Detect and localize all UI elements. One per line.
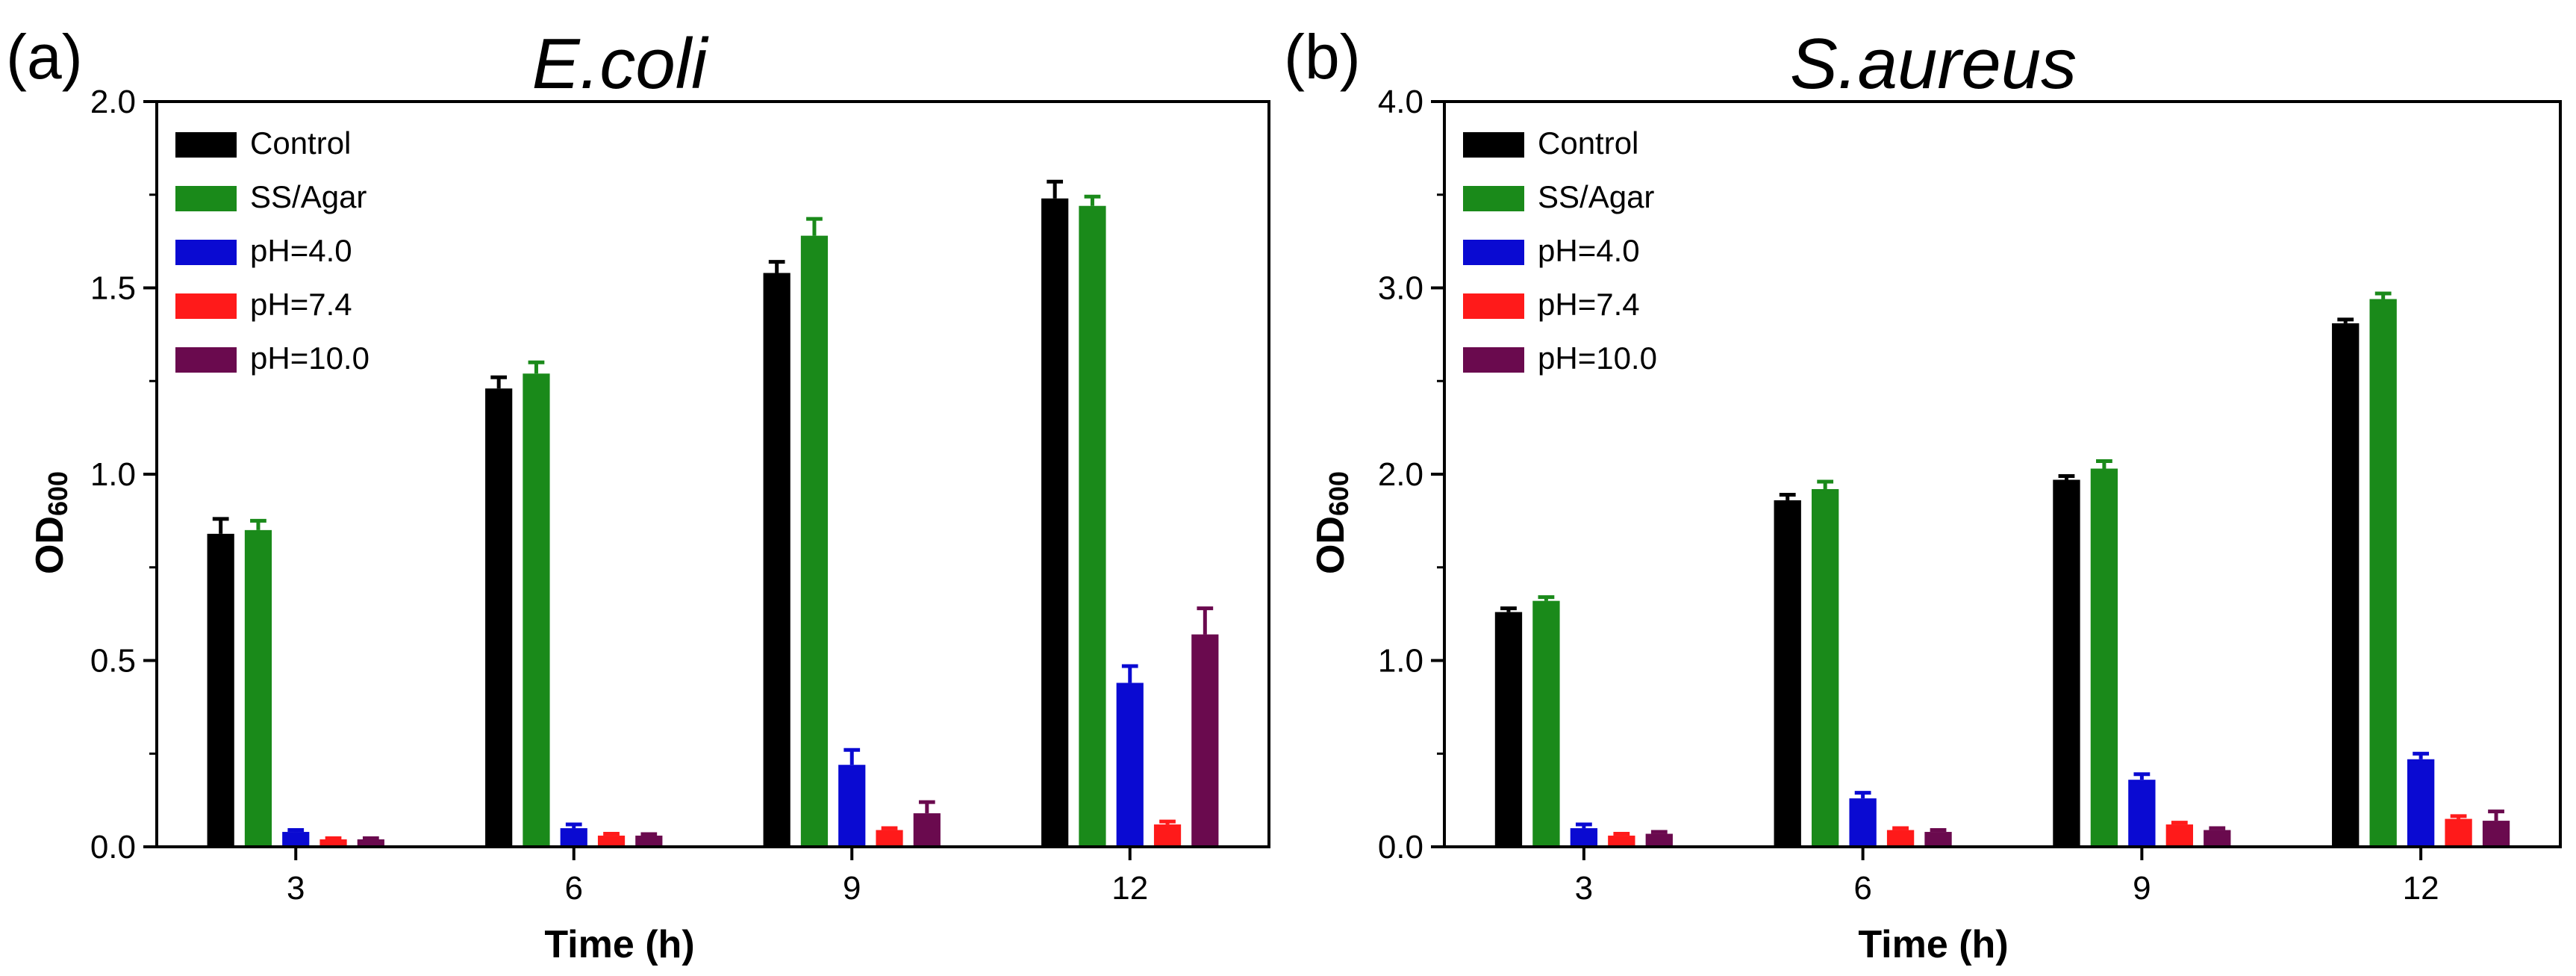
panel-a-y-axis-label: OD600 xyxy=(28,471,73,574)
panel-a-y-tick-label: 1.0 xyxy=(90,456,136,493)
panel-b-frame xyxy=(1443,100,2562,848)
panel-b-bar-control-3 xyxy=(1494,612,1523,847)
panel-b-y-axis-label-main: OD xyxy=(1309,516,1353,574)
panel-a-bar-ph-10-0-3 xyxy=(357,839,384,847)
panel-a-bar-control-12 xyxy=(1041,198,1069,847)
panel-b-legend-label: Control xyxy=(1538,125,1638,161)
panel-a-legend-label: pH=10.0 xyxy=(250,341,369,376)
panel-b-x-tick-label: 9 xyxy=(2133,870,2151,907)
panel-b-y-tick-label: 2.0 xyxy=(1378,456,1423,493)
panel-b-bar-ph-7-4-12 xyxy=(2445,818,2472,847)
panel-a-y-axis-label-sub: 600 xyxy=(43,471,73,516)
panel-b-y-tick-label: 4.0 xyxy=(1378,84,1423,120)
panel-a-bar-ph-10-0-9 xyxy=(913,813,941,847)
panel-b-y-tick-label: 1.0 xyxy=(1378,643,1423,680)
panel-a-legend-label: pH=7.4 xyxy=(250,287,352,322)
panel-a-bar-ph-4-0-6 xyxy=(560,828,587,847)
panel-a-bar-ss-agar-12 xyxy=(1079,205,1106,848)
panel-a-y-tick-label: 2.0 xyxy=(90,84,136,120)
panel-b-bar-ss-agar-9 xyxy=(2090,468,2118,847)
panel-a-y-axis-label-main: OD xyxy=(28,516,72,574)
panel-b-bar-ph-4-0-12 xyxy=(2407,759,2435,847)
panel-a-bar-ph-4-0-3 xyxy=(282,832,310,847)
panel-b-legend-label: pH=7.4 xyxy=(1538,287,1640,322)
chart-panel-a: (a) E.coli OD600 Time (h) 0.0 0.5 1.0 1.5 2.… xyxy=(6,22,1270,966)
panel-a-bar-control-3 xyxy=(207,533,234,847)
panel-b-legend-swatch xyxy=(1463,293,1524,319)
panel-a-bar-ph-7-4-3 xyxy=(319,839,347,847)
panel-a-bar-ss-agar-9 xyxy=(800,235,829,847)
panel-a-y-tick-label: 1.5 xyxy=(90,270,136,307)
panel-a-bar-ph-4-0-9 xyxy=(838,765,866,847)
panel-a-bar-control-9 xyxy=(763,273,790,847)
panel-b-legend-swatch xyxy=(1463,240,1524,265)
panel-b-y-tick-label: 0.0 xyxy=(1378,829,1423,865)
panel-a-bar-ph-10-0-6 xyxy=(635,836,663,847)
panel-b-bar-ss-agar-3 xyxy=(1532,600,1560,847)
panel-a-y-tick-label: 0.5 xyxy=(90,643,136,680)
panel-b-bar-ph-10-0-12 xyxy=(2482,821,2510,847)
panel-b-y-tick-label: 3.0 xyxy=(1378,270,1423,307)
panel-a-bar-ph-4-0-12 xyxy=(1116,683,1144,847)
panel-b-bar-ph-7-4-6 xyxy=(1886,830,1915,847)
panel-a-bar-control-6 xyxy=(485,388,513,847)
panel-b-x-tick-label: 3 xyxy=(1575,870,1593,907)
panel-a-bar-ss-agar-6 xyxy=(523,373,550,847)
panel-b-bar-ph-7-4-9 xyxy=(2165,824,2193,847)
panel-b-legend-swatch xyxy=(1463,132,1524,158)
panel-a-bar-ph-7-4-12 xyxy=(1153,824,1182,847)
panel-b-legend-label: pH=4.0 xyxy=(1538,233,1640,268)
panel-a-legend-label: SS/Agar xyxy=(250,179,367,214)
panel-b-bar-control-12 xyxy=(2332,323,2360,847)
chart-panel-b: (b) S.aureus OD600 Time (h) 0.0 1.0 2.0 3.0… xyxy=(1284,22,2562,966)
panel-b-legend-label: pH=10.0 xyxy=(1538,341,1657,376)
panel-a-legend-swatch xyxy=(175,293,237,319)
panel-a-x-tick-label: 12 xyxy=(1111,870,1148,907)
panel-b-bar-ph-4-0-3 xyxy=(1570,828,1598,847)
panel-a-x-tick-label: 9 xyxy=(843,870,861,907)
panel-a-title: E.coli xyxy=(532,24,709,104)
panel-b-y-axis-label: OD600 xyxy=(1309,471,1354,574)
panel-b-bar-ss-agar-6 xyxy=(1812,488,1839,847)
panel-b-legend-label: SS/Agar xyxy=(1538,179,1654,214)
panel-a-x-tick-label: 3 xyxy=(287,870,305,907)
panel-b-bar-ph-4-0-9 xyxy=(2128,780,2156,847)
panel-b-x-tick-label: 6 xyxy=(1853,870,1871,907)
panel-a-legend-label: pH=4.0 xyxy=(250,233,352,268)
panel-b-bar-ph-4-0-6 xyxy=(1849,798,1877,847)
panel-b-bar-ph-10-0-3 xyxy=(1645,833,1673,847)
panel-a-legend-label: Control xyxy=(250,125,351,161)
panel-a-label: (a) xyxy=(6,22,83,92)
panel-b-bar-ph-7-4-3 xyxy=(1608,836,1635,847)
panel-b-legend-swatch xyxy=(1463,347,1524,373)
panel-a-legend-swatch xyxy=(175,186,237,211)
panel-a-bar-ph-7-4-6 xyxy=(597,836,626,847)
panel-a-bar-ss-agar-3 xyxy=(244,529,272,847)
panel-b-bar-control-6 xyxy=(1774,500,1801,847)
panel-a-bar-ph-7-4-9 xyxy=(876,830,903,847)
panel-a-plot: 0.0 0.5 1.0 1.5 2.0 3 6 9 12 Control SS/Agar pH=4.0… xyxy=(90,84,1219,907)
panel-b-x-axis-label: Time (h) xyxy=(1858,923,2008,966)
panel-a-frame xyxy=(155,100,1270,848)
panel-b-legend-swatch xyxy=(1463,186,1524,211)
panel-a-x-tick-label: 6 xyxy=(565,870,583,907)
panel-b-title: S.aureus xyxy=(1790,24,2077,104)
panel-a-legend-swatch xyxy=(175,132,237,158)
panel-b-bar-control-9 xyxy=(2053,479,2080,847)
panel-b-x-tick-label: 12 xyxy=(2403,870,2439,907)
panel-b-y-axis-label-sub: 600 xyxy=(1323,471,1354,516)
panel-b-plot: 0.0 1.0 2.0 3.0 4.0 3 6 9 12 Control SS/Agar pH=4.0… xyxy=(1378,84,2510,907)
panel-b-label: (b) xyxy=(1284,22,1361,92)
panel-a-legend-swatch xyxy=(175,347,237,373)
panel-a-legend-swatch xyxy=(175,240,237,265)
panel-a-bar-ph-10-0-12 xyxy=(1191,634,1219,847)
panel-b-bar-ss-agar-12 xyxy=(2369,299,2397,848)
panel-a-y-tick-label: 0.0 xyxy=(90,829,136,865)
panel-b-bar-ph-10-0-9 xyxy=(2204,830,2231,847)
panel-a-x-axis-label: Time (h) xyxy=(544,923,694,966)
panel-b-bar-ph-10-0-6 xyxy=(1924,832,1952,847)
